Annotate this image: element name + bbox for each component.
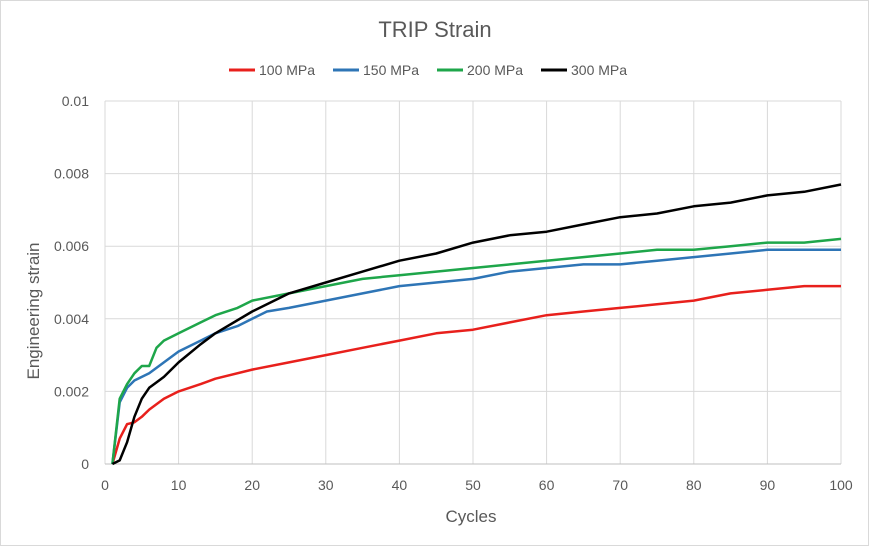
legend: 100 MPa 150 MPa 200 MPa 300 MPa [229, 62, 627, 78]
x-tick-label: 80 [686, 477, 702, 493]
x-tick-label: 60 [539, 477, 555, 493]
x-tick-label: 70 [612, 477, 628, 493]
x-tick-label: 0 [101, 477, 109, 493]
x-axis-label: Cycles [445, 507, 496, 526]
legend-label: 300 MPa [571, 62, 627, 78]
legend-label: 150 MPa [363, 62, 419, 78]
y-tick-label: 0.004 [54, 311, 89, 327]
x-tick-label: 50 [465, 477, 481, 493]
x-tick-label: 30 [318, 477, 334, 493]
chart-title: TRIP Strain [378, 17, 491, 42]
x-tick-label: 20 [244, 477, 260, 493]
legend-label: 100 MPa [259, 62, 315, 78]
series-layer [111, 183, 842, 466]
series-line-200-mpa [111, 237, 842, 465]
series-line-150-mpa [111, 248, 841, 465]
x-tick-label: 10 [171, 477, 187, 493]
x-tick-label: 100 [829, 477, 853, 493]
x-tick-label: 40 [392, 477, 408, 493]
series-line-100-mpa [111, 284, 841, 465]
tick-layer: 0 0.002 0.004 0.006 0.008 0.01 0 10 20 30 40 50 60 70… [54, 93, 853, 493]
legend-label: 200 MPa [467, 62, 523, 78]
grid-layer [104, 100, 842, 465]
y-tick-label: 0.008 [54, 166, 89, 182]
y-tick-label: 0.006 [54, 238, 89, 254]
y-tick-label: 0.01 [62, 93, 89, 109]
series-line-300-mpa [111, 183, 842, 466]
y-axis-label: Engineering strain [24, 242, 43, 379]
y-tick-label: 0.002 [54, 383, 89, 399]
y-tick-label: 0 [81, 456, 89, 472]
x-tick-label: 90 [760, 477, 776, 493]
